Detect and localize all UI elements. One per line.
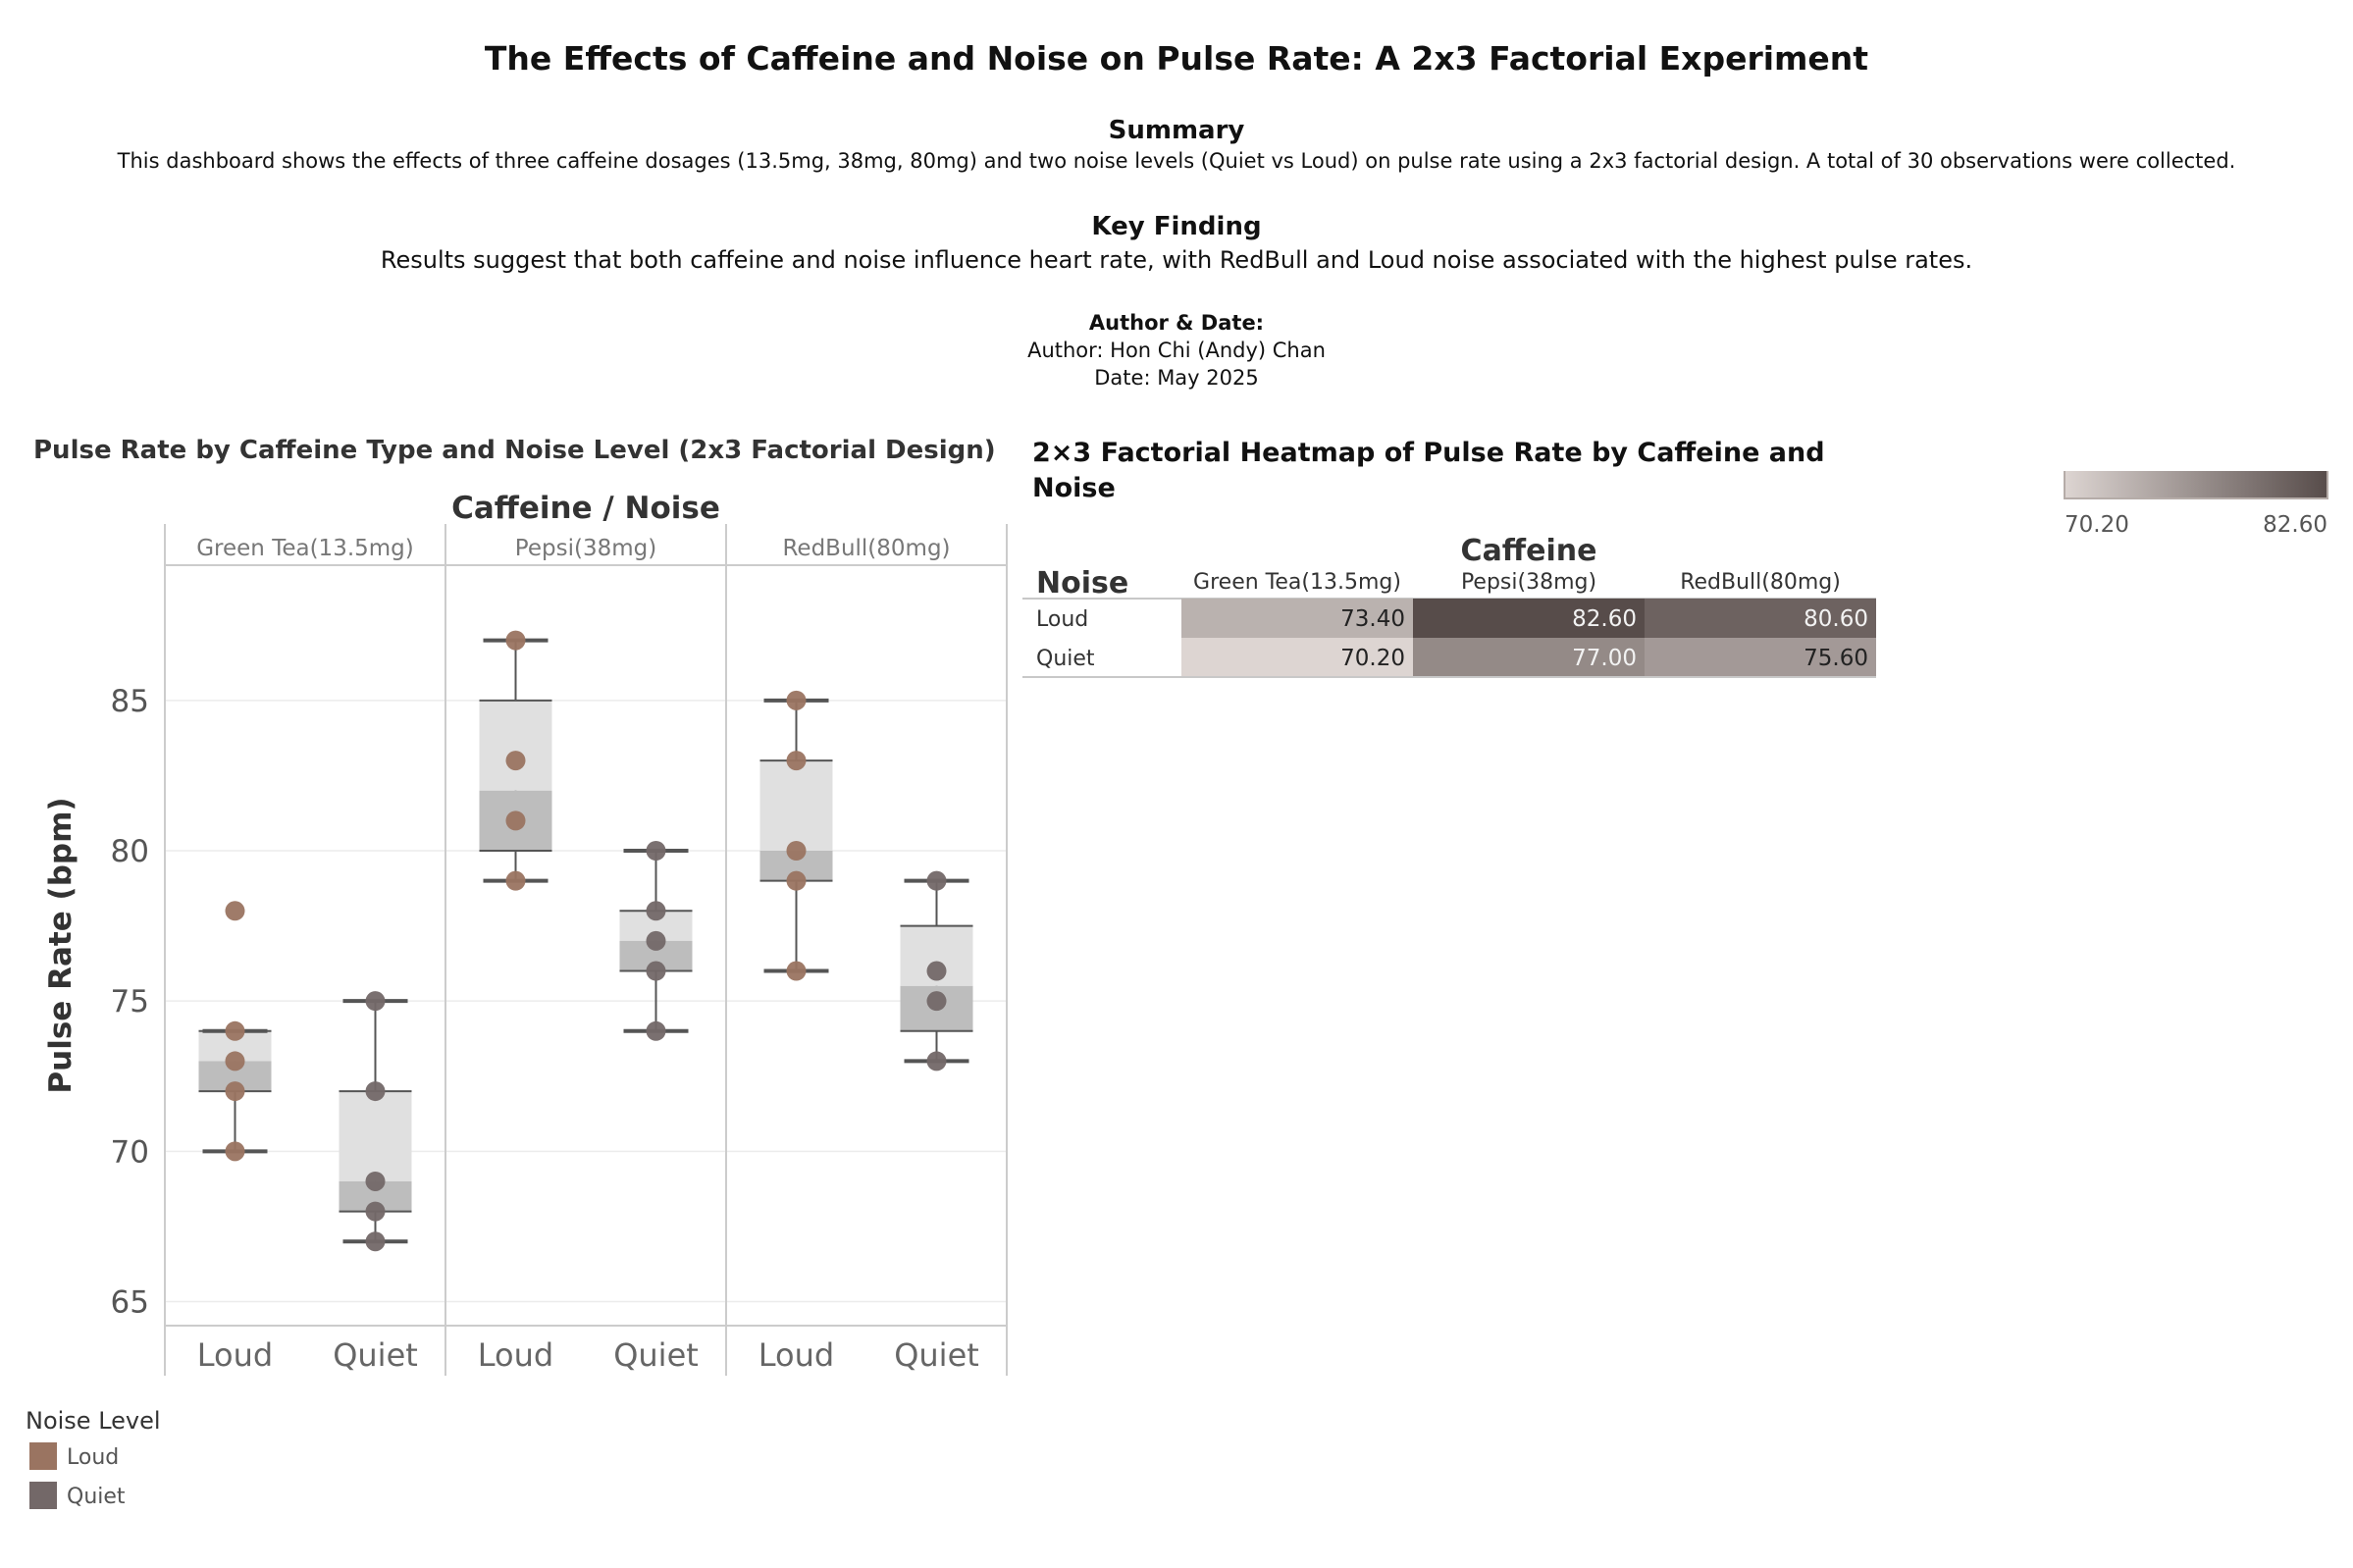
heatmap-column-label: RedBull(80mg) xyxy=(1680,570,1841,595)
summary-text: This dashboard shows the effects of thre… xyxy=(117,149,2236,173)
heatmap-cell xyxy=(1413,599,1645,638)
data-point xyxy=(926,1051,947,1071)
data-point xyxy=(786,841,807,862)
summary-heading: Summary xyxy=(1108,116,1245,145)
heatmap-row-title: Noise xyxy=(1036,566,1128,601)
y-axis-label: Pulse Rate (bpm) xyxy=(43,797,78,1093)
panel-label: Green Tea(13.5mg) xyxy=(196,536,414,561)
heatmap-cell-value: 80.60 xyxy=(1804,606,1868,632)
data-point xyxy=(505,630,526,651)
panel-label: Pepsi(38mg) xyxy=(515,536,656,561)
key-finding-heading: Key Finding xyxy=(1091,212,1262,241)
data-point xyxy=(646,841,666,862)
heatmap-row-label: Quiet xyxy=(1036,647,1095,671)
data-point xyxy=(926,991,947,1012)
color-scale-min: 70.20 xyxy=(2065,512,2129,538)
heatmap-cell-value: 77.00 xyxy=(1572,646,1637,671)
heatmap-cell xyxy=(1181,638,1413,677)
data-point xyxy=(225,1051,245,1071)
color-scale-bar xyxy=(2064,471,2328,499)
heatmap-chart: Caffeine Noise Green Tea(13.5mg) Pepsi(38mg… xyxy=(1022,471,2328,678)
heatmap-cell xyxy=(1645,638,1876,677)
data-point xyxy=(926,961,947,981)
heatmap-column-label: Pepsi(38mg) xyxy=(1461,570,1596,595)
x-tick-label: Quiet xyxy=(613,1336,699,1374)
y-tick-label: 80 xyxy=(111,834,149,869)
y-tick-label: 70 xyxy=(111,1134,149,1170)
heatmap-cell xyxy=(1645,599,1876,638)
heatmap-title: 2×3 Factorial Heatmap of Pulse Rate by C… xyxy=(1032,438,1825,503)
data-point xyxy=(786,751,807,771)
data-point xyxy=(225,1081,245,1102)
data-point xyxy=(646,1020,666,1041)
x-tick-label: Loud xyxy=(758,1336,834,1374)
data-point xyxy=(365,1171,386,1191)
x-tick-label: Quiet xyxy=(333,1336,418,1374)
legend-label: Quiet xyxy=(67,1485,126,1509)
data-point xyxy=(926,870,947,891)
box-upper xyxy=(339,1091,412,1181)
x-tick-label: Loud xyxy=(197,1336,273,1374)
heatmap-cell-value: 82.60 xyxy=(1572,606,1637,632)
heatmap-cell-value: 75.60 xyxy=(1804,646,1868,671)
heatmap-column-label: Green Tea(13.5mg) xyxy=(1193,570,1401,595)
author-heading: Author & Date: xyxy=(1088,311,1265,335)
data-point xyxy=(786,961,807,981)
y-tick-label: 85 xyxy=(111,684,149,719)
box-upper xyxy=(479,700,552,791)
y-tick-label: 65 xyxy=(111,1284,149,1320)
heatmap-cell xyxy=(1181,599,1413,638)
box-upper xyxy=(759,760,833,852)
data-point xyxy=(646,930,666,951)
key-finding-text: Results suggest that both caffeine and n… xyxy=(380,246,1973,274)
data-point xyxy=(786,690,807,710)
legend-label: Loud xyxy=(67,1445,119,1470)
data-point xyxy=(505,810,526,831)
data-point xyxy=(365,1231,386,1252)
data-point xyxy=(225,1141,245,1162)
y-tick-label: 75 xyxy=(111,984,149,1019)
x-tick-label: Loud xyxy=(478,1336,553,1374)
column-header: Caffeine / Noise xyxy=(451,491,720,526)
color-scale-max: 82.60 xyxy=(2263,512,2327,538)
data-point xyxy=(505,751,526,771)
boxplot-chart: Caffeine / Noise 65 70 75 80 85 Pulse Rate (bp… xyxy=(26,491,1008,1509)
data-point xyxy=(365,991,386,1012)
panel-label: RedBull(80mg) xyxy=(782,536,950,561)
legend-swatch-loud xyxy=(29,1442,57,1470)
date-line: Date: May 2025 xyxy=(1094,366,1259,390)
data-point xyxy=(646,901,666,921)
heatmap-cell-value: 70.20 xyxy=(1340,646,1405,671)
data-point xyxy=(505,870,526,891)
boxplot-title: Pulse Rate by Caffeine Type and Noise Le… xyxy=(33,436,996,465)
author-line: Author: Hon Chi (Andy) Chan xyxy=(1027,339,1326,362)
data-point xyxy=(646,961,666,981)
heatmap-row-label: Loud xyxy=(1036,607,1088,632)
x-tick-label: Quiet xyxy=(894,1336,979,1374)
heatmap-column-title: Caffeine xyxy=(1461,534,1597,568)
data-point xyxy=(225,901,245,921)
data-point xyxy=(365,1081,386,1102)
data-point xyxy=(786,870,807,891)
legend-swatch-quiet xyxy=(29,1482,57,1509)
page-title: The Effects of Caffeine and Noise on Pul… xyxy=(484,39,1869,78)
data-point xyxy=(365,1201,386,1222)
legend-title: Noise Level xyxy=(26,1407,161,1435)
heatmap-cell-value: 73.40 xyxy=(1340,606,1405,632)
data-point xyxy=(225,1020,245,1041)
heatmap-cell xyxy=(1413,638,1645,677)
